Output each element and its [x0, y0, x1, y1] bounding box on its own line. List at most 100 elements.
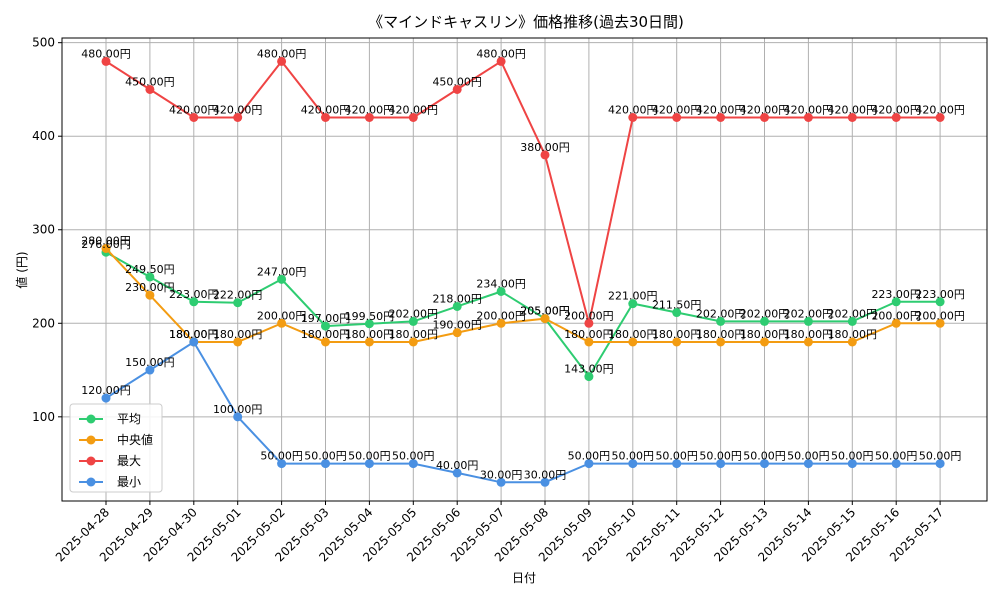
data-point: [935, 113, 945, 123]
data-label: 180.00円: [564, 328, 614, 341]
data-point: [233, 113, 243, 123]
data-label: 380.00円: [520, 141, 570, 154]
data-label: 223.00円: [169, 288, 219, 301]
data-label: 230.00円: [125, 281, 175, 294]
data-point: [716, 459, 726, 469]
series-line: [105, 251, 941, 379]
y-axis: 100 200 300 400 500: [32, 36, 62, 424]
data-point: [584, 372, 594, 382]
legend-label: 中央値: [117, 432, 153, 447]
data-label: 276.00円: [81, 238, 131, 251]
data-label: 50.00円: [568, 450, 611, 463]
data-point: [847, 459, 857, 469]
data-label: 200.00円: [257, 309, 307, 322]
data-point: [145, 365, 155, 375]
data-label: 190.00円: [432, 319, 482, 332]
data-label: 480.00円: [257, 47, 307, 60]
legend-box: [69, 403, 163, 493]
data-point: [760, 337, 769, 347]
legend-swatch-marker: [86, 414, 96, 424]
data-point: [891, 113, 901, 123]
chart-title: 《マインドキャスリン》価格推移(過去30日間): [368, 13, 684, 31]
data-label: 211.50円: [652, 299, 702, 312]
data-point: [496, 286, 506, 296]
data-label: 180.00円: [301, 328, 351, 341]
legend-label: 平均: [117, 412, 141, 426]
data-point: [189, 297, 199, 307]
data-label: 180.00円: [608, 328, 658, 341]
data-point: [408, 337, 418, 347]
data-label: 199.50円: [345, 310, 395, 323]
data-label: 420.00円: [871, 104, 921, 117]
data-label: 180.00円: [169, 328, 219, 341]
x-axis-title: 日付: [512, 571, 536, 585]
data-label: 450.00円: [125, 75, 175, 88]
data-label: 180.00円: [345, 328, 395, 341]
series-layer: [101, 56, 945, 487]
data-label: 50.00円: [392, 450, 435, 463]
data-point: [540, 477, 550, 487]
data-label: 50.00円: [919, 450, 962, 463]
legend-swatch-marker: [86, 477, 96, 487]
data-label: 50.00円: [787, 450, 830, 463]
data-label: 180.00円: [169, 328, 219, 341]
data-label: 30.00円: [524, 468, 567, 481]
data-point: [233, 298, 243, 308]
data-label: 218.00円: [432, 292, 482, 305]
y-axis-title: 値 (円): [14, 251, 29, 288]
data-point: [935, 459, 945, 469]
data-point: [496, 56, 506, 66]
data-label: 50.00円: [655, 450, 698, 463]
series-line: [105, 247, 941, 343]
data-point: [233, 337, 243, 347]
data-label: 202.00円: [784, 307, 834, 320]
data-point: [408, 316, 418, 326]
data-point: [364, 319, 374, 329]
data-point: [321, 337, 330, 347]
data-label: 205.00円: [520, 305, 570, 318]
data-point: [935, 318, 945, 328]
data-point: [277, 56, 287, 66]
data-point: [277, 318, 287, 328]
data-point: [716, 337, 726, 347]
data-label: 222.00円: [213, 289, 263, 302]
data-point: [408, 459, 418, 469]
data-label: 249.50円: [125, 263, 175, 276]
data-point: [935, 297, 945, 307]
data-point: [145, 84, 155, 94]
data-label: 200.00円: [871, 309, 921, 322]
data-point: [321, 459, 330, 469]
data-point: [891, 318, 901, 328]
data-label: 50.00円: [304, 450, 347, 463]
legend-label: 最小: [117, 475, 141, 489]
data-label: 420.00円: [345, 104, 395, 117]
data-point: [101, 56, 111, 66]
data-label: 180.00円: [652, 328, 702, 341]
data-label: 143.00円: [564, 363, 614, 376]
data-point: [847, 316, 857, 326]
data-label: 280.00円: [81, 234, 131, 247]
data-label: 420.00円: [213, 104, 263, 117]
data-label: 30.00円: [480, 468, 523, 481]
data-label: 223.00円: [871, 288, 921, 301]
data-label: 180.00円: [213, 328, 263, 341]
data-point: [891, 459, 901, 469]
data-point: [364, 337, 374, 347]
data-label: 200.00円: [564, 309, 614, 322]
data-point: [452, 328, 462, 338]
data-label: 205.00円: [520, 305, 570, 318]
data-label: 40.00円: [436, 459, 479, 472]
data-label: 150.00円: [125, 356, 175, 369]
x-axis: 2025-04-282025-04-292025-04-302025-05-01…: [53, 501, 946, 564]
data-label: 50.00円: [875, 450, 918, 463]
data-point: [233, 412, 243, 422]
data-point: [628, 337, 638, 347]
data-label: 50.00円: [260, 450, 303, 463]
data-point: [716, 316, 726, 326]
y-tick-label: 400: [32, 129, 55, 143]
data-label: 202.00円: [828, 307, 878, 320]
data-label: 420.00円: [828, 104, 878, 117]
data-point: [145, 272, 155, 282]
